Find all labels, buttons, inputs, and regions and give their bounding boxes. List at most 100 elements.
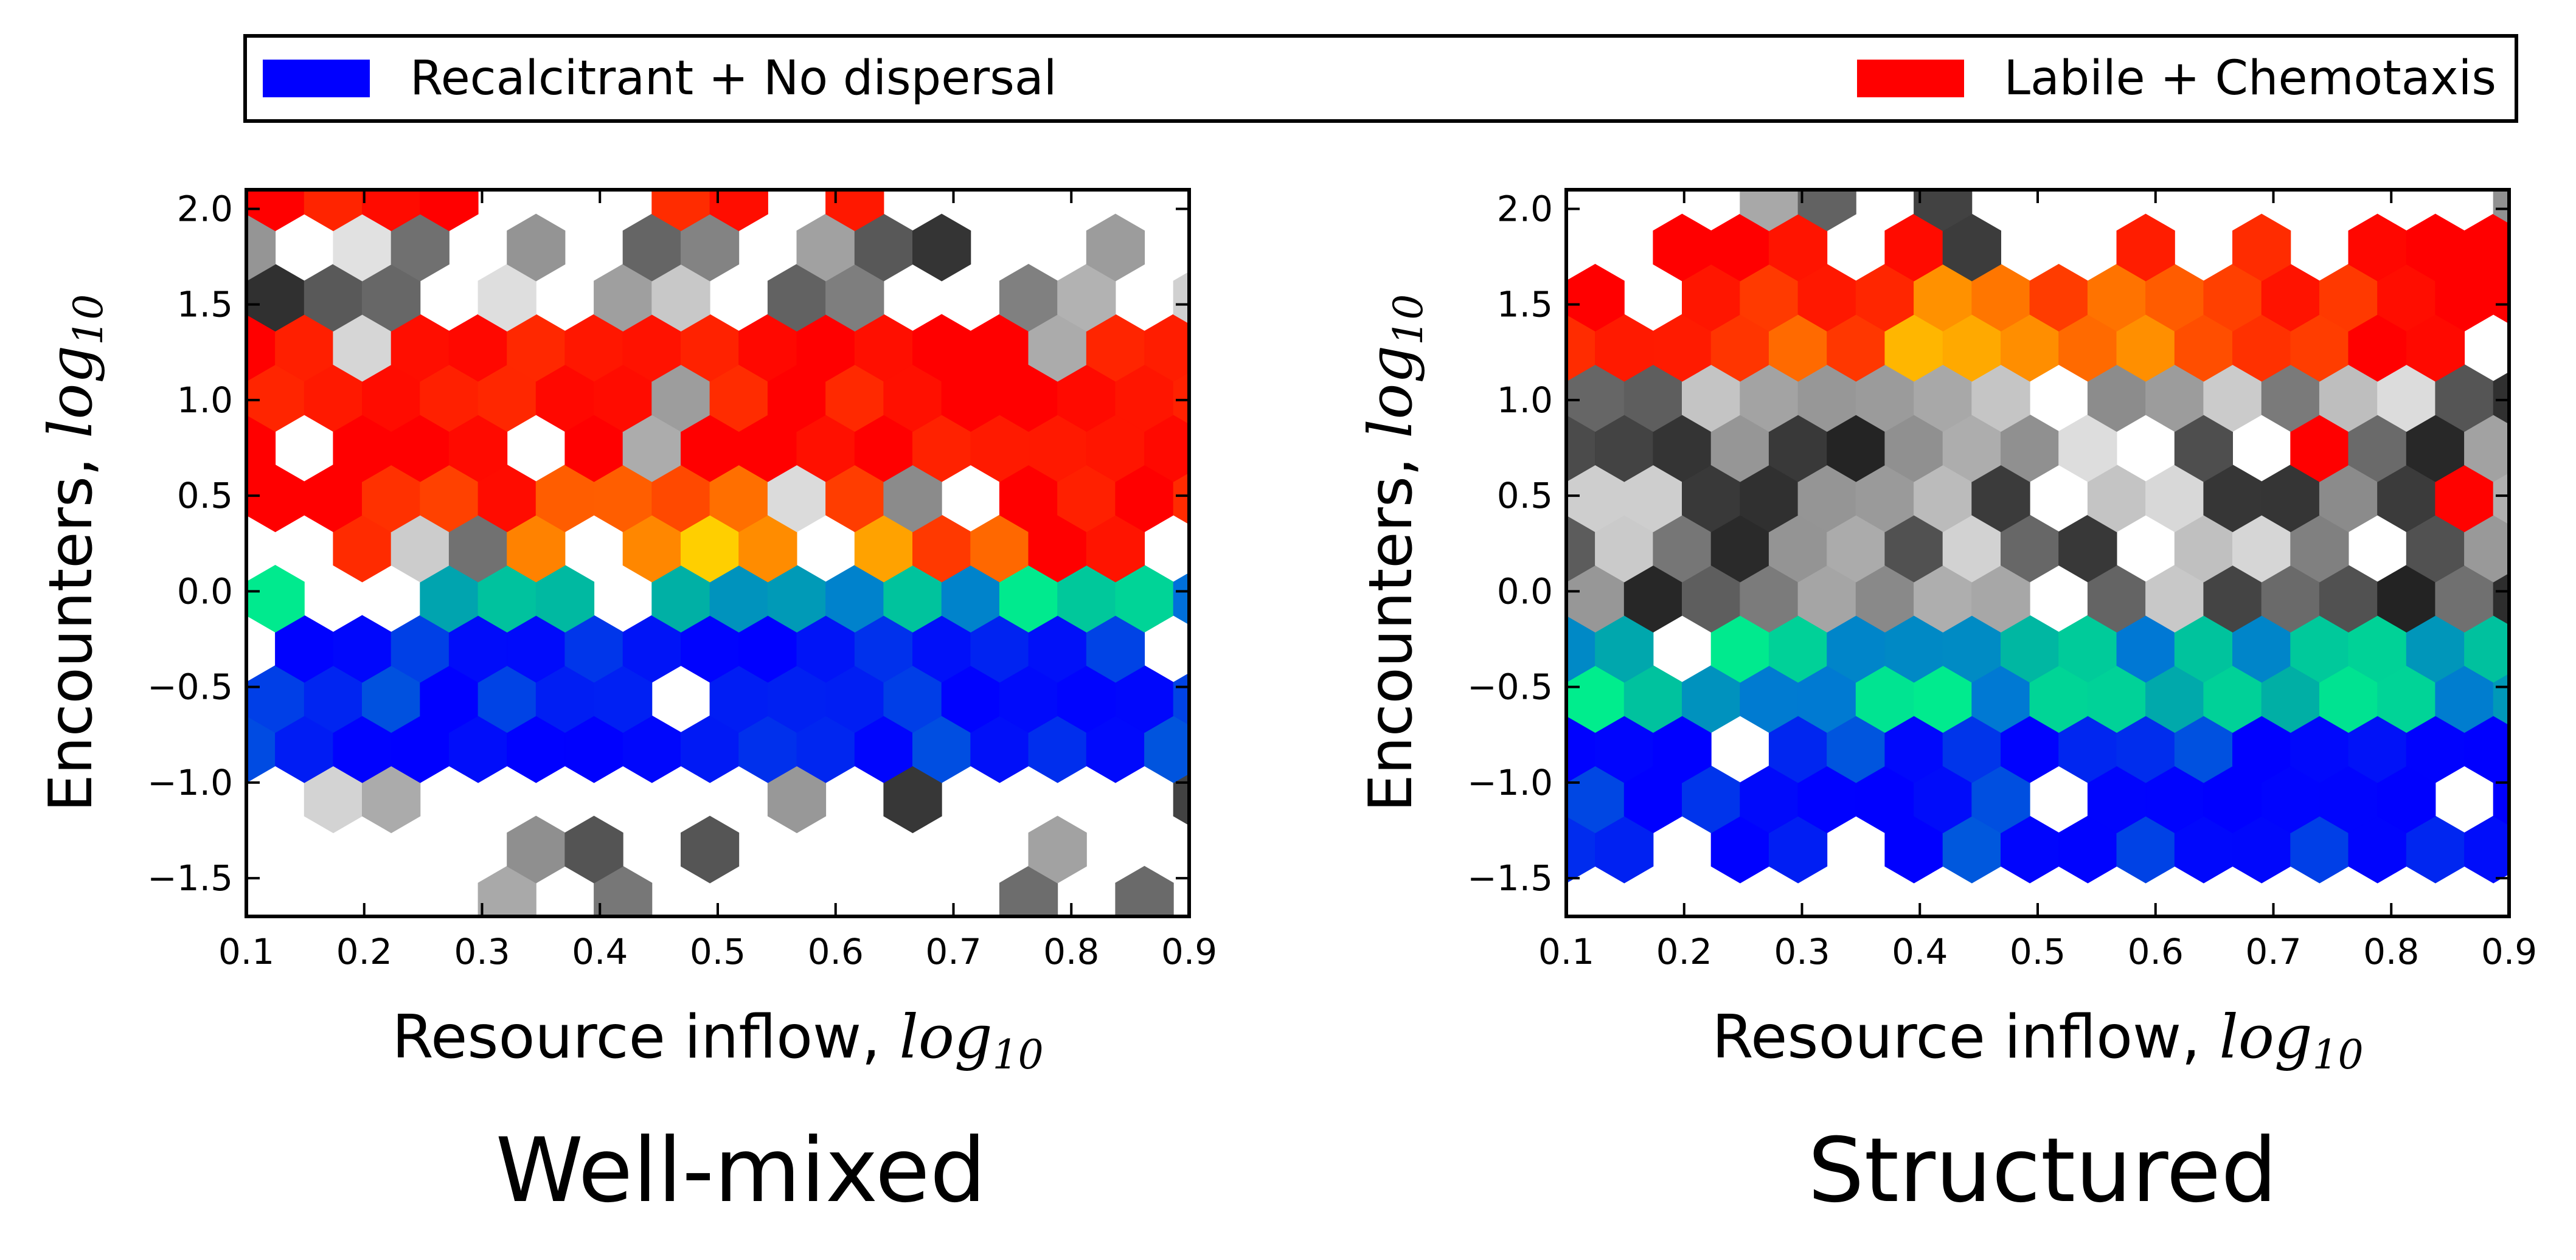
x-tick-label: 0.2 — [1656, 931, 1712, 972]
hexbin-cell — [2522, 515, 2576, 582]
x-tick-label: 0.6 — [808, 931, 864, 972]
hexbin-cell — [1566, 263, 1625, 332]
hexbin-cell — [507, 213, 566, 282]
hexbin-cell — [1144, 314, 1189, 382]
y-tick-label: −0.5 — [147, 666, 233, 708]
x-tick-label: 0.9 — [1161, 931, 1217, 972]
y-axis-label-sub: 10 — [1385, 294, 1432, 345]
hexbin-cell — [2493, 372, 2509, 424]
hexbin-cell — [304, 190, 363, 232]
x-tick-label: 0.7 — [925, 931, 981, 972]
hexbin-cells-2 — [1479, 190, 2576, 884]
y-axis-label-text: Encounters, — [1356, 438, 1426, 812]
legend: Recalcitrant + No dispersal Labile + Che… — [243, 34, 2518, 123]
hexbin-panel-1: 0.1 0.2 0.3 0.4 0.5 0.6 0.7 0.8 0.9 −1.5 −1.0 −0.5 0… — [36, 188, 1260, 1078]
hexbin-cell — [1797, 190, 1856, 232]
hexbin-cell — [2522, 314, 2576, 381]
hexbin-cell — [2464, 815, 2509, 884]
y-axis-label: Encounters, log10 — [1356, 294, 1432, 812]
hexbin-panel-2: 0.1 0.2 0.3 0.4 0.5 0.6 0.7 0.8 0.9 −1.5 −1.0 −0.5 0… — [1356, 188, 2576, 1078]
y-tick-label: −0.5 — [1467, 666, 1553, 708]
x-tick-label: 0.4 — [572, 931, 628, 972]
y-axis-label-text: Encounters, — [36, 438, 106, 812]
hexbin-cell — [1173, 271, 1189, 324]
hexbin-cell — [912, 213, 971, 282]
y-tick-label: 2.0 — [1497, 188, 1553, 229]
x-tick-label: 0.5 — [690, 931, 746, 972]
y-tick-label: 1.0 — [177, 379, 233, 421]
hexbin-cell — [2116, 213, 2175, 282]
y-tick-label: 2.0 — [177, 188, 233, 229]
x-axis-label: Resource inflow, log10 — [1712, 1003, 2363, 1078]
hexbin-cell — [1914, 190, 1973, 232]
legend-label-recalcitrant: Recalcitrant + No dispersal — [410, 51, 1057, 106]
x-tick-label: 0.4 — [1892, 931, 1948, 972]
x-tick-label: 0.8 — [1043, 931, 1099, 972]
x-tick-label: 0.5 — [2010, 931, 2066, 972]
legend-swatch-blue — [263, 60, 370, 97]
x-tick-label: 0.3 — [454, 931, 510, 972]
y-tick-label: −1.0 — [1467, 762, 1553, 803]
hexbin-cell — [1203, 314, 1260, 381]
hexbin-cell — [651, 190, 710, 232]
y-tick-label: 0.0 — [177, 570, 233, 612]
x-axis-label-sub: 10 — [2313, 1031, 2364, 1078]
x-tick-label: 0.1 — [218, 931, 274, 972]
hexbin-cell — [1115, 865, 1174, 916]
hexbin-cell — [825, 190, 884, 232]
hexbin-cells-1 — [246, 190, 1260, 916]
panel-title-structured: Structured — [1808, 1119, 2277, 1222]
y-tick-label: −1.5 — [1467, 857, 1553, 899]
y-tick-label: 1.0 — [1497, 379, 1553, 421]
hexbin-cell — [362, 190, 421, 232]
hexbin-cell — [2522, 415, 2576, 482]
x-axis-label: Resource inflow, log10 — [392, 1003, 1043, 1078]
x-tick-label: 0.3 — [1774, 931, 1830, 972]
legend-swatch-red — [1856, 60, 1964, 97]
y-axis-label-math: log — [36, 345, 106, 438]
x-tick-label: 0.8 — [2363, 931, 2419, 972]
y-axis-label-sub: 10 — [65, 294, 112, 345]
hexbin-cell — [709, 190, 768, 232]
hexbin-cell — [1479, 415, 1537, 482]
hexbin-cell — [1203, 716, 1260, 783]
x-axis-label-math: log — [2220, 1003, 2313, 1072]
hexbin-cell — [2522, 615, 2576, 682]
x-tick-label: 0.6 — [2128, 931, 2184, 972]
y-tick-label: 0.0 — [1497, 570, 1553, 612]
x-axis-label-sub: 10 — [993, 1031, 1044, 1078]
hexbin-cell — [420, 190, 479, 232]
x-tick-label: 0.2 — [336, 931, 392, 972]
panel-title-well-mixed: Well-mixed — [495, 1119, 987, 1222]
hexbin-cell — [2522, 716, 2576, 783]
hexbin-cell — [564, 815, 623, 884]
hexbin-cell — [1740, 190, 1799, 232]
y-tick-label: −1.5 — [147, 857, 233, 899]
hexbin-cell — [681, 815, 740, 884]
y-axis-label: Encounters, log10 — [36, 294, 112, 812]
hexbin-cell — [2232, 213, 2291, 282]
plots-canvas: 0.1 0.2 0.3 0.4 0.5 0.6 0.7 0.8 0.9 −1.5 −1.0 −0.5 0… — [36, 188, 2576, 1078]
y-tick-label: 1.5 — [177, 284, 233, 325]
hexbin-cell — [1028, 815, 1087, 884]
x-tick-label: 0.9 — [2481, 931, 2537, 972]
legend-label-labile: Labile + Chemotaxis — [2004, 51, 2496, 106]
legend-entry-recalcitrant: Recalcitrant + No dispersal — [263, 38, 1057, 119]
y-tick-label: 0.5 — [1497, 475, 1553, 516]
x-axis-label-text: Resource inflow, — [392, 1003, 899, 1072]
legend-entry-labile: Labile + Chemotaxis — [1856, 38, 2496, 119]
x-axis-label-text: Resource inflow, — [1712, 1003, 2219, 1072]
hexbin-cell — [1086, 213, 1145, 282]
y-tick-label: −1.0 — [147, 762, 233, 803]
hexbin-cell — [246, 564, 305, 633]
y-tick-label: 0.5 — [177, 475, 233, 516]
hexbin-cell — [2464, 213, 2509, 282]
hexbin-cell — [246, 190, 305, 232]
hexbin-cell — [1203, 515, 1260, 582]
hexbin-cell — [1203, 615, 1260, 682]
x-tick-label: 0.1 — [1538, 931, 1594, 972]
x-axis-label-math: log — [900, 1003, 993, 1072]
hexbin-cell — [1203, 415, 1260, 482]
x-tick-label: 0.7 — [2245, 931, 2301, 972]
